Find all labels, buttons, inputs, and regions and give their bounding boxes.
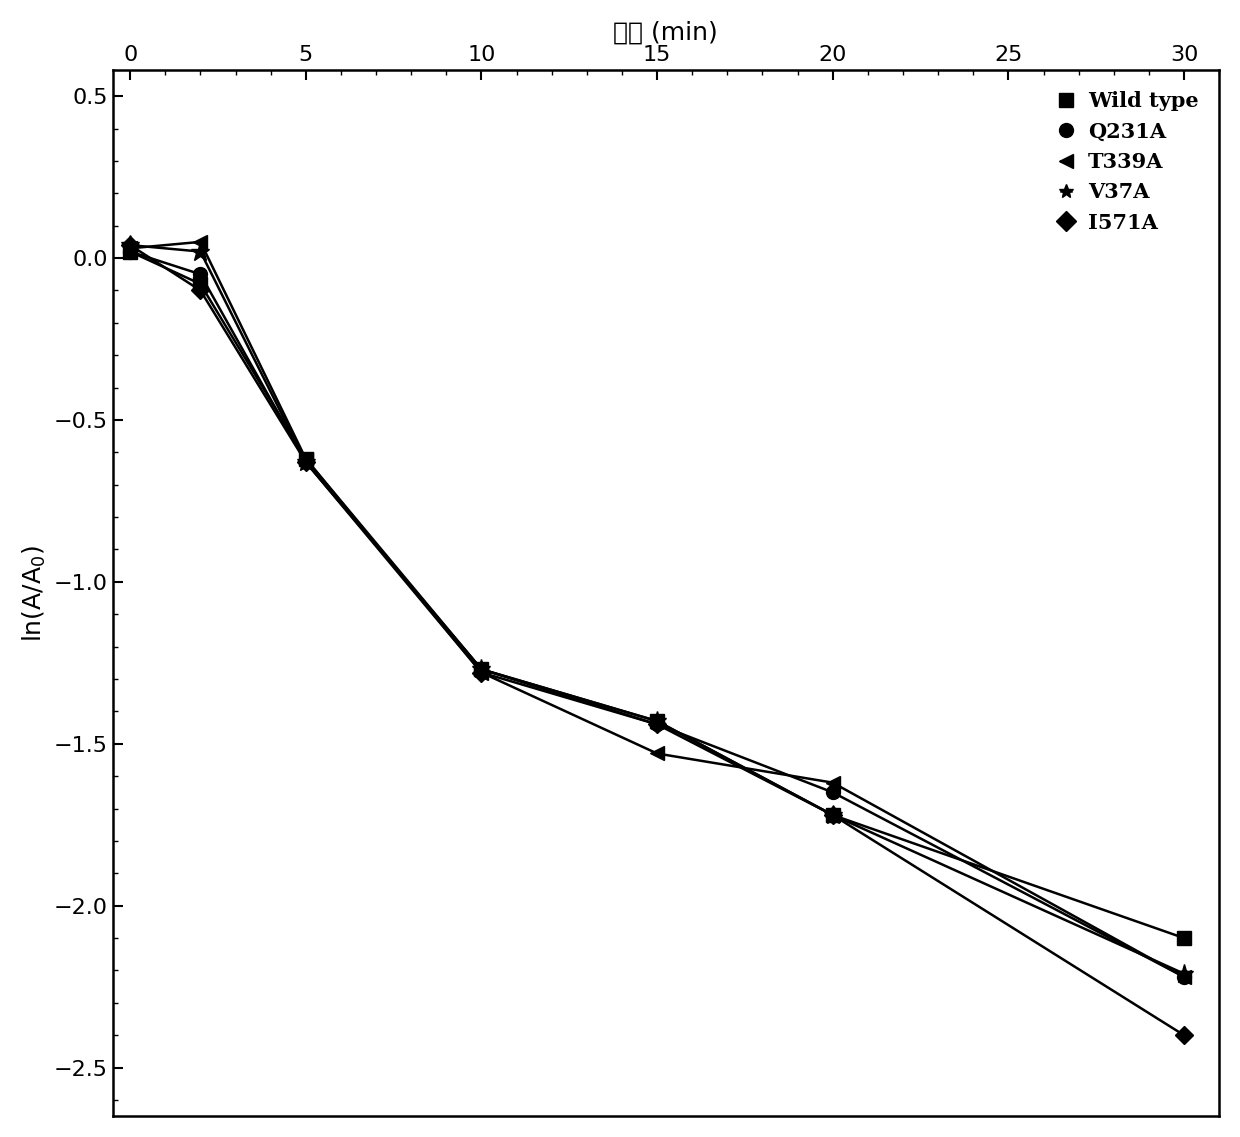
V37A	[650, 714, 665, 728]
Wild type	[650, 714, 665, 728]
I571A	[299, 455, 314, 468]
Q231A	[826, 786, 841, 799]
T339A	[826, 775, 841, 789]
T339A	[123, 241, 138, 255]
Legend: Wild type, Q231A, T339A, V37A, I571A: Wild type, Q231A, T339A, V37A, I571A	[1050, 81, 1209, 243]
I571A	[474, 666, 489, 680]
T339A	[299, 453, 314, 466]
Q231A	[193, 267, 208, 281]
T339A	[193, 235, 208, 249]
Wild type	[193, 277, 208, 291]
V37A	[826, 808, 841, 822]
T339A	[474, 666, 489, 680]
Wild type	[123, 244, 138, 258]
V37A	[193, 244, 208, 258]
Q231A	[650, 717, 665, 731]
Q231A	[1177, 970, 1192, 984]
V37A	[474, 663, 489, 677]
X-axis label: 时间 (min): 时间 (min)	[614, 20, 718, 44]
Line: T339A: T339A	[123, 235, 1190, 984]
T339A	[650, 747, 665, 761]
V37A	[123, 239, 138, 252]
Line: I571A: I571A	[124, 239, 1190, 1041]
Line: V37A: V37A	[120, 235, 1194, 984]
V37A	[299, 455, 314, 468]
I571A	[650, 717, 665, 731]
Wild type	[474, 663, 489, 677]
I571A	[1177, 1028, 1192, 1041]
I571A	[193, 283, 208, 297]
Wild type	[1177, 931, 1192, 945]
Line: Wild type: Wild type	[123, 244, 1190, 945]
Line: Q231A: Q231A	[123, 244, 1190, 984]
I571A	[826, 808, 841, 822]
Q231A	[474, 663, 489, 677]
T339A	[1177, 970, 1192, 984]
Q231A	[299, 455, 314, 468]
V37A	[1177, 966, 1192, 980]
Y-axis label: ln(A/A$_0$): ln(A/A$_0$)	[21, 545, 48, 641]
I571A	[123, 239, 138, 252]
Wild type	[299, 453, 314, 466]
Wild type	[826, 808, 841, 822]
Q231A	[123, 244, 138, 258]
